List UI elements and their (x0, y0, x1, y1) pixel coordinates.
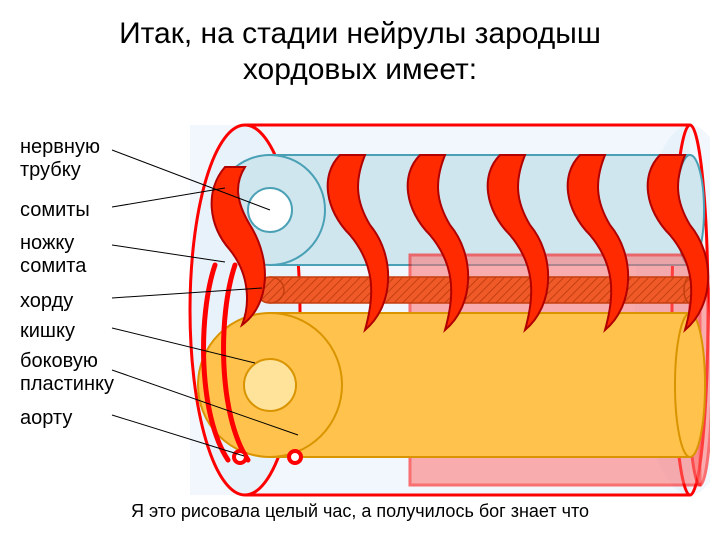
title-line1: Итак, на стадии нейрулы зародыш (119, 17, 601, 50)
embryo-diagram (150, 105, 710, 505)
label-neural-tube: нервнуютрубку (20, 136, 100, 182)
notochord (256, 277, 696, 303)
label-gut: кишку (20, 320, 75, 343)
slide: Итак, на стадии нейрулы зародыш хордовых… (0, 0, 720, 540)
label-somite-stalk: ножкусомита (20, 232, 86, 278)
label-notochord: хорду (20, 290, 73, 313)
slide-title: Итак, на стадии нейрулы зародыш хордовых… (0, 16, 720, 88)
label-somites: сомиты (20, 199, 90, 222)
label-lateral-plate: боковуюпластинку (20, 350, 114, 396)
gut (198, 313, 705, 457)
footnote: Я это рисовала целый час, а получилось б… (0, 501, 720, 522)
title-line2: хордовых имеет: (243, 53, 477, 86)
label-aorta: аорту (20, 407, 72, 430)
